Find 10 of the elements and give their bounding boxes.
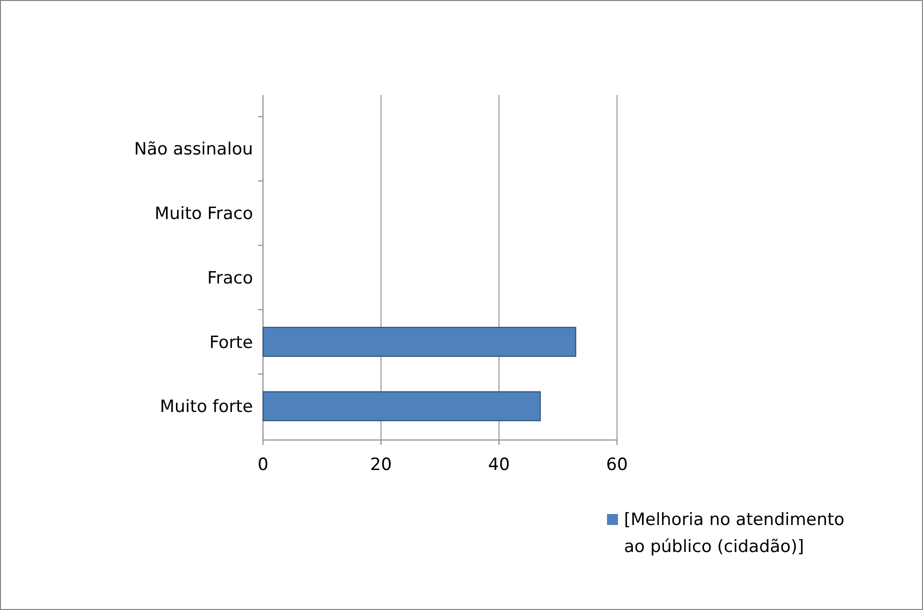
x-tick-label: 20 — [370, 455, 392, 475]
y-tick-label: Forte — [209, 332, 253, 353]
legend-label: [Melhoria no atendimento ao público (cidadão)] — [624, 510, 844, 557]
y-tick-label: Fraco — [207, 268, 253, 288]
x-tick-label: 60 — [606, 455, 628, 475]
y-tick-label: Muito Fraco — [154, 204, 253, 224]
x-tick-label: 0 — [258, 455, 268, 475]
y-tick-label: Muito forte — [160, 397, 253, 418]
y-tick-label: Não assinalou — [134, 140, 253, 160]
x-tick-label: 40 — [488, 455, 510, 475]
